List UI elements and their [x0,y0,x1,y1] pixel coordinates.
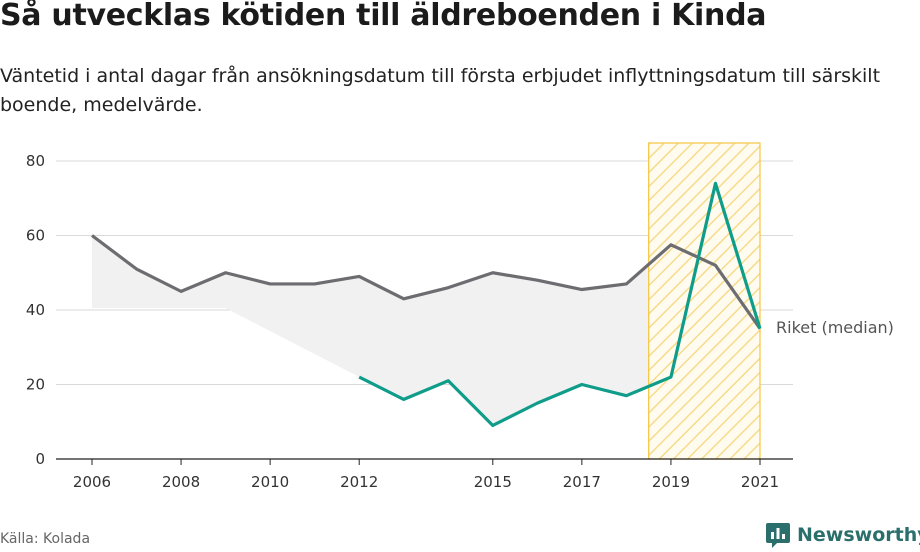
series-labels: Riket (median) [776,318,894,337]
x-tick-label: 2021 [741,473,779,491]
y-axis-ticks: 0 20 40 60 80 [26,152,45,468]
x-tick-label: 2008 [162,473,200,491]
series-label-riket: Riket (median) [776,318,894,337]
y-tick-label: 20 [26,376,45,394]
x-tick-label: 2017 [563,473,601,491]
x-tick-label: 2019 [652,473,690,491]
band-area [92,183,760,426]
y-tick-label: 80 [26,152,45,170]
y-tick-label: 40 [26,301,45,319]
highlight-rect [648,142,761,460]
x-axis [56,458,793,465]
chart-subtitle: Väntetid i antal dagar från ansökningsda… [0,65,881,116]
x-axis-ticks: 2006 2008 2010 2012 2015 2017 2019 2021 [73,473,779,491]
x-tick-label: 2012 [340,473,378,491]
series-line-kinda [358,181,762,428]
x-tick-label: 2006 [73,473,111,491]
x-tick-label: 2015 [474,473,512,491]
series-lines [91,181,762,428]
x-tick-label: 2010 [251,473,289,491]
series-line-riket [91,234,762,330]
chart-title: Så utvecklas kötiden till äldreboenden i… [0,0,767,33]
difference-band [92,183,760,426]
newsworthy-logo-icon [766,523,790,548]
highlight-region [648,142,761,460]
y-tick-label: 60 [26,227,45,245]
brand-name: Newsworthy [797,524,920,546]
source-note: Källa: Kolada [0,531,91,547]
y-tick-label: 0 [35,450,45,468]
brand-logo: Newsworthy [765,521,920,549]
